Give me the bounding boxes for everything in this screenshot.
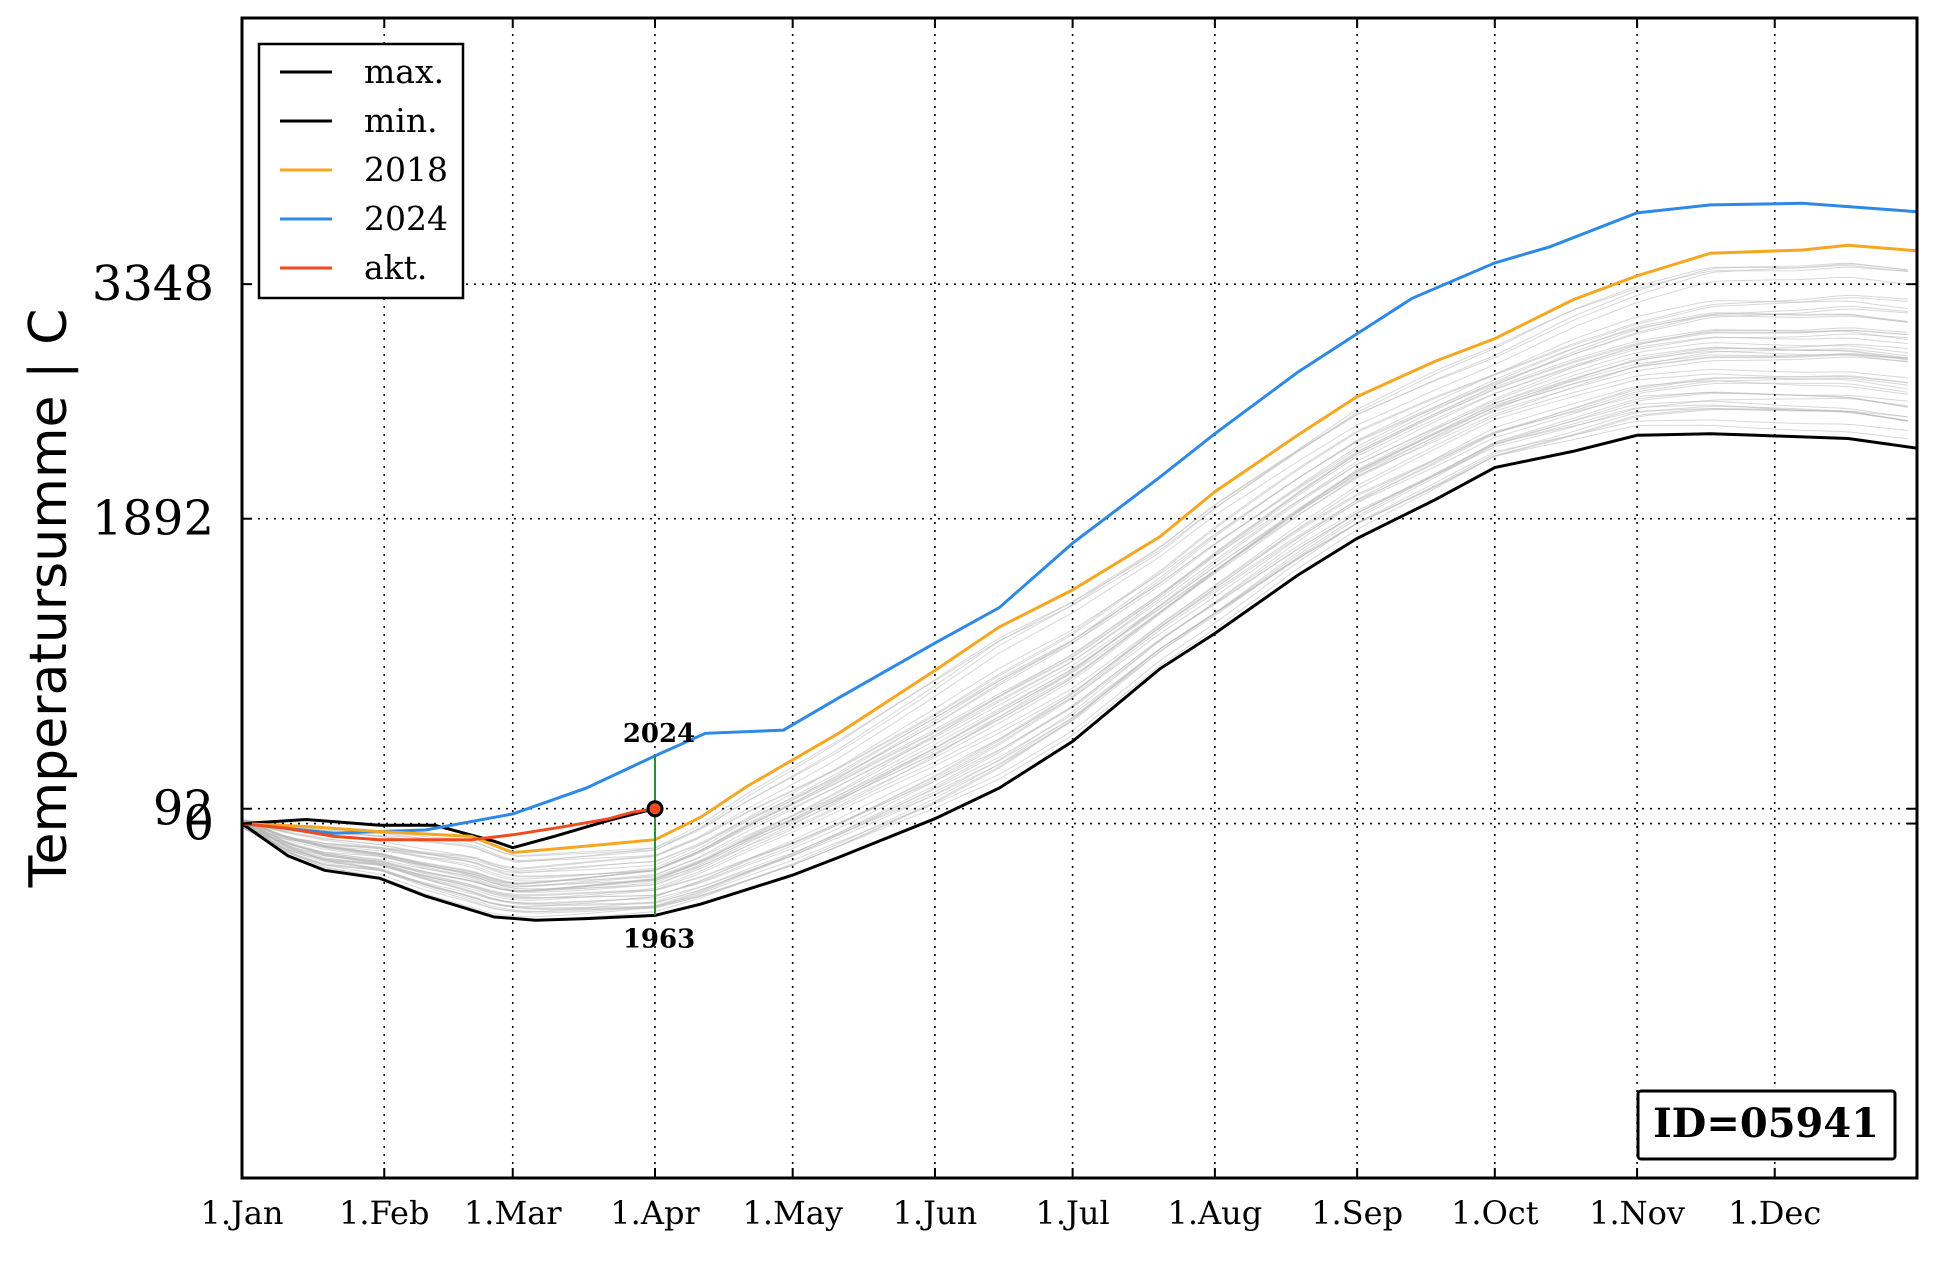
background-year-line	[241, 373, 1908, 901]
legend-label: 2018	[364, 150, 448, 189]
background-year-line	[241, 262, 1908, 858]
legend-label: max.	[364, 52, 444, 91]
series-lines	[241, 201, 1918, 922]
background-year-line	[241, 336, 1908, 888]
annotation-label: 1963	[623, 924, 695, 954]
background-year-line	[241, 353, 1908, 893]
background-year-line	[241, 333, 1908, 885]
background-year-line	[241, 392, 1908, 905]
x-tick-label: 1.Apr	[610, 1194, 700, 1232]
background-year-line	[241, 342, 1908, 890]
y-tick-label: 3348	[92, 256, 214, 312]
background-year-line	[241, 400, 1908, 913]
x-tick-label: 1.Dec	[1728, 1194, 1821, 1232]
background-year-line	[241, 391, 1908, 907]
legend-label: 2024	[364, 199, 448, 238]
background-year-line	[241, 276, 1908, 862]
x-tick-label: 1.Nov	[1589, 1194, 1685, 1232]
background-year-line	[241, 329, 1908, 885]
legend-label: min.	[364, 101, 438, 140]
legend-label: akt.	[364, 248, 427, 287]
x-tick-label: 1.Jan	[200, 1194, 283, 1232]
current-value-marker	[646, 800, 664, 818]
x-tick-label: 1.Mar	[464, 1194, 562, 1232]
series-min-line	[241, 432, 1918, 922]
series-max-line	[241, 807, 656, 850]
background-year-line	[241, 377, 1908, 897]
background-year-line	[241, 368, 1908, 900]
background-year-line	[241, 377, 1908, 899]
background-year-line	[241, 350, 1908, 893]
x-tick-label: 1.Jul	[1036, 1194, 1110, 1232]
y-tick-label: 1892	[92, 491, 214, 547]
background-year-line	[241, 347, 1908, 890]
background-year-line	[241, 265, 1908, 862]
background-year-line	[241, 312, 1908, 878]
x-tick-label: 1.Sep	[1311, 1194, 1403, 1232]
series-2024-line	[241, 201, 1918, 835]
background-year-line	[241, 305, 1908, 872]
background-year-line	[241, 266, 1908, 863]
id-box-frame	[1636, 1089, 1897, 1161]
background-year-line	[241, 327, 1908, 884]
background-year-line	[241, 294, 1908, 869]
annotations: 2024 1963	[623, 719, 695, 955]
x-tick-label: 1.Feb	[339, 1194, 429, 1232]
background-year-line	[241, 297, 1908, 870]
background-year-line	[241, 356, 1908, 892]
annotation-label: 2024	[623, 719, 695, 749]
background-year-line	[241, 408, 1908, 910]
id-box-label: ID=05941	[1653, 1100, 1879, 1147]
background-year-line	[241, 391, 1908, 908]
background-year-line	[241, 348, 1908, 886]
series-akt-line	[241, 807, 656, 842]
background-year-lines	[241, 262, 1908, 921]
background-year-line	[241, 397, 1908, 904]
y-tick-label: 0	[183, 796, 214, 852]
x-tick-label: 1.Aug	[1168, 1194, 1263, 1232]
y-axis-label: Temperatursumme | C	[19, 309, 79, 889]
background-year-line	[241, 419, 1908, 918]
x-tick-label: 1.Oct	[1451, 1194, 1539, 1232]
series-2018-line	[241, 243, 1918, 855]
x-tick-label: 1.May	[742, 1194, 842, 1232]
legend: max. min. 2018 2024 akt.	[257, 42, 465, 300]
background-year-line	[241, 300, 1908, 873]
background-year-line	[241, 382, 1908, 899]
y-tick-label: 92	[153, 781, 214, 837]
plot-frame	[240, 16, 1919, 1180]
background-year-line	[241, 330, 1908, 882]
background-year-line	[241, 314, 1908, 880]
x-tick-label: 1.Jun	[893, 1194, 978, 1232]
axis-ticks: 1.Jan 1.Feb 1.Mar 1.Apr 1.May 1.Jun 1.Jul 1.Aug…	[92, 18, 1917, 1232]
id-box: ID=05941	[1636, 1089, 1897, 1161]
background-year-line	[241, 380, 1908, 905]
background-year-line	[241, 405, 1908, 910]
background-year-line	[241, 263, 1908, 857]
background-year-line	[241, 308, 1908, 874]
background-year-line	[241, 408, 1908, 913]
